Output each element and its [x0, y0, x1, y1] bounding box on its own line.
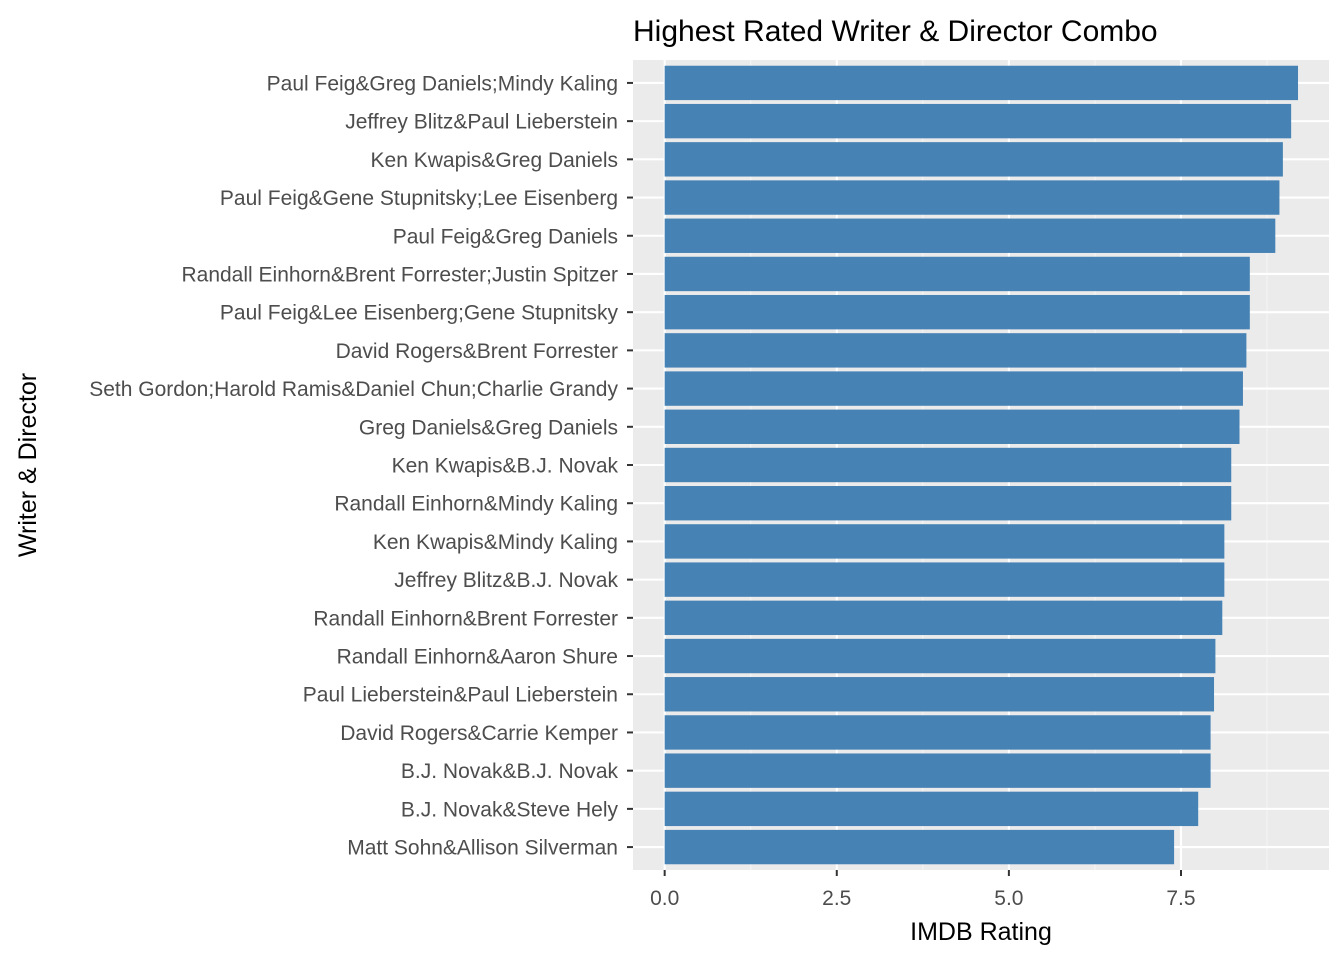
y-tick-label: Jeffrey Blitz&B.J. Novak [394, 569, 618, 592]
bar [664, 486, 1232, 521]
bar [664, 333, 1247, 368]
bar [664, 677, 1215, 712]
x-tick-label: 7.5 [1166, 887, 1195, 910]
x-tick-label: 5.0 [994, 887, 1023, 910]
bar [664, 638, 1216, 674]
y-tick-label: David Rogers&Brent Forrester [336, 340, 618, 363]
bar [664, 562, 1225, 597]
bar [664, 600, 1223, 636]
y-tick-label: Paul Lieberstein&Paul Lieberstein [303, 684, 618, 707]
y-tick-label: Randall Einhorn&Mindy Kaling [334, 493, 618, 516]
bar [664, 447, 1232, 483]
bar [664, 218, 1276, 253]
y-tick-label: Paul Feig&Lee Eisenberg;Gene Stupnitsky [220, 302, 619, 325]
y-tick-label: Greg Daniels&Greg Daniels [359, 416, 618, 439]
x-axis: 0.0 2.5 5.0 7.5 [650, 870, 1196, 910]
bar [664, 294, 1250, 330]
y-tick-label: David Rogers&Carrie Kemper [340, 722, 618, 745]
bar [664, 791, 1199, 827]
y-tick-label: Jeffrey Blitz&Paul Lieberstein [345, 111, 618, 134]
bars [664, 65, 1299, 865]
bar [664, 180, 1280, 215]
bar [664, 142, 1283, 177]
y-tick-label: Randall Einhorn&Aaron Shure [337, 646, 618, 669]
y-tick-label: B.J. Novak&Steve Hely [401, 798, 619, 821]
y-axis-title: Writer & Director [14, 373, 42, 557]
y-axis: Paul Feig&Greg Daniels;Mindy Kaling Jeffr… [89, 72, 633, 860]
bar [664, 524, 1225, 559]
bar [664, 65, 1299, 101]
x-tick-label: 2.5 [822, 887, 851, 910]
y-tick-label: Matt Sohn&Allison Silverman [347, 837, 618, 860]
bar [664, 371, 1243, 406]
chart-title: Highest Rated Writer & Director Combo [633, 15, 1158, 48]
y-tick-label: Randall Einhorn&Brent Forrester [313, 607, 618, 630]
x-axis-title: IMDB Rating [910, 918, 1052, 946]
bar [664, 409, 1240, 444]
y-tick-label: Randall Einhorn&Brent Forrester;Justin S… [181, 263, 618, 286]
y-tick-label: Seth Gordon;Harold Ramis&Daniel Chun;Cha… [89, 378, 618, 401]
bar [664, 829, 1175, 865]
y-tick-label: Ken Kwapis&Greg Daniels [371, 149, 618, 172]
y-tick-label: Ken Kwapis&B.J. Novak [392, 455, 619, 478]
bar [664, 753, 1211, 788]
y-tick-label: Paul Feig&Greg Daniels;Mindy Kaling [267, 72, 618, 95]
bar [664, 715, 1211, 750]
bar [664, 103, 1292, 139]
x-tick-label: 0.0 [650, 887, 679, 910]
y-tick-label: Paul Feig&Gene Stupnitsky;Lee Eisenberg [220, 187, 618, 210]
y-tick-label: B.J. Novak&B.J. Novak [401, 760, 619, 783]
y-tick-label: Ken Kwapis&Mindy Kaling [373, 531, 618, 554]
y-tick-label: Paul Feig&Greg Daniels [393, 225, 618, 248]
bar [664, 256, 1250, 292]
